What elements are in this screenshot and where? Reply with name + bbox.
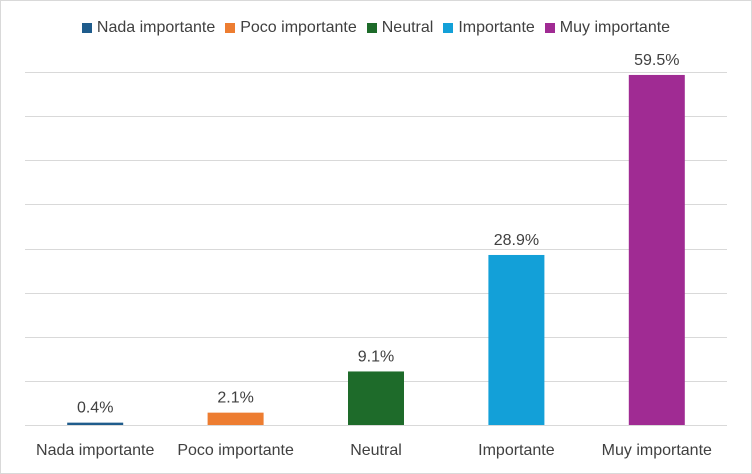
x-tick-label: Importante [478,442,555,459]
legend-item-muy-importante: Muy importante [544,19,671,37]
legend-item-neutral: Neutral [366,19,434,37]
x-tick-label: Nada importante [36,442,154,459]
x-tick-label: Muy importante [602,442,712,459]
legend-swatch [225,23,236,33]
legend-label: Muy importante [559,19,671,36]
legend-item-nada-importante: Nada importante [81,19,216,37]
bar-importante [488,254,545,425]
legend: Nada importante Poco importante Neutral … [1,19,751,37]
bar-muy-importante [628,74,685,426]
bar-nada-importante [67,422,124,425]
legend-label: Importante [458,19,535,36]
legend-item-importante: Importante [443,19,535,37]
legend-swatch [81,23,92,33]
legend-label: Neutral [381,19,434,36]
x-tick-label: Neutral [350,442,402,459]
data-label: 59.5% [634,52,679,69]
legend-swatch [544,23,555,33]
bar-neutral [348,371,404,425]
data-label: 28.9% [494,232,539,249]
data-label: 2.1% [217,390,253,407]
legend-label: Nada importante [96,19,216,36]
data-label: 9.1% [358,348,394,365]
bar-poco-importante [207,412,264,425]
legend-swatch [443,23,454,33]
legend-item-poco-importante: Poco importante [225,19,357,37]
legend-swatch [366,23,377,33]
x-tick-label: Poco importante [177,442,294,459]
legend-label: Poco importante [240,19,357,36]
data-label: 0.4% [77,400,113,417]
